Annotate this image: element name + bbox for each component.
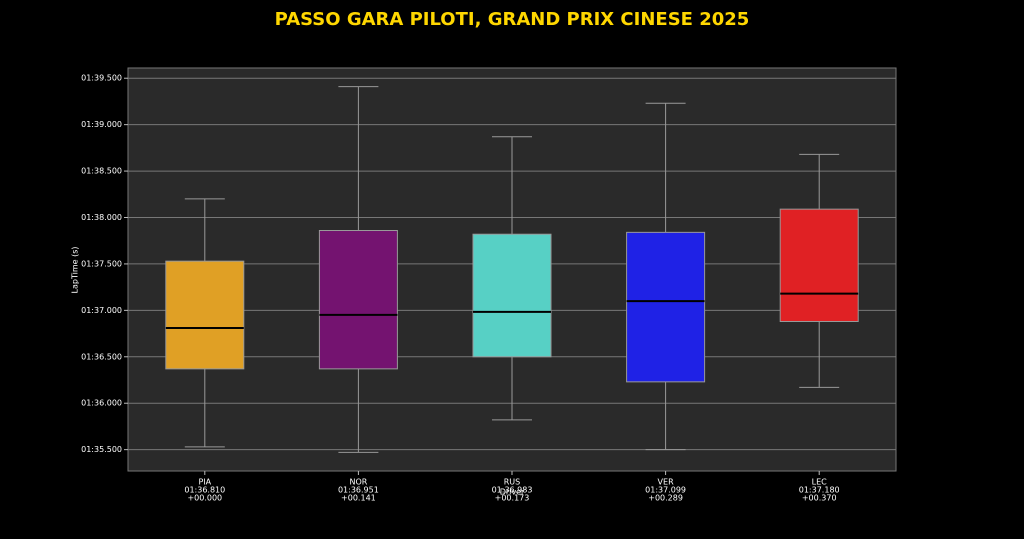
y-tick-label: 01:37.500: [81, 259, 122, 268]
y-axis-label: LapTime (s): [71, 247, 80, 294]
y-tick-label: 01:38.500: [81, 167, 122, 176]
y-tick-label: 01:35.500: [81, 445, 122, 454]
box: [779, 208, 859, 322]
chart-title: PASSO GARA PILOTI, GRAND PRIX CINESE 202…: [275, 9, 750, 30]
y-tick-label: 01:36.000: [81, 399, 122, 408]
delta-label: +00.000: [187, 494, 222, 503]
box: [626, 231, 706, 383]
median-label: 01:36.810: [184, 486, 225, 495]
box: [472, 233, 552, 358]
y-tick-label: 01:37.000: [81, 306, 122, 315]
x-tick-label: LEC: [812, 478, 828, 487]
delta-label: +00.370: [802, 494, 837, 503]
delta-label: +00.141: [341, 494, 376, 503]
x-tick-label: RUS: [504, 478, 521, 487]
y-tick-label: 01:36.500: [81, 352, 122, 361]
x-tick-label: VER: [658, 478, 675, 487]
x-tick-label: PIA: [198, 478, 211, 487]
y-tick-label: 01:39.000: [81, 120, 122, 129]
delta-label: +00.173: [495, 494, 530, 503]
box: [165, 260, 245, 370]
y-tick-label: 01:38.000: [81, 213, 122, 222]
box: [318, 230, 398, 370]
x-axis-label: Driver: [500, 488, 525, 497]
delta-label: +00.289: [648, 494, 683, 503]
y-tick-label: 01:39.500: [81, 74, 122, 83]
x-tick-label: NOR: [349, 478, 367, 487]
median-label: 01:37.099: [645, 486, 686, 495]
median-label: 01:36.951: [338, 486, 379, 495]
median-label: 01:36.983: [492, 486, 533, 495]
median-label: 01:37.180: [799, 486, 840, 495]
